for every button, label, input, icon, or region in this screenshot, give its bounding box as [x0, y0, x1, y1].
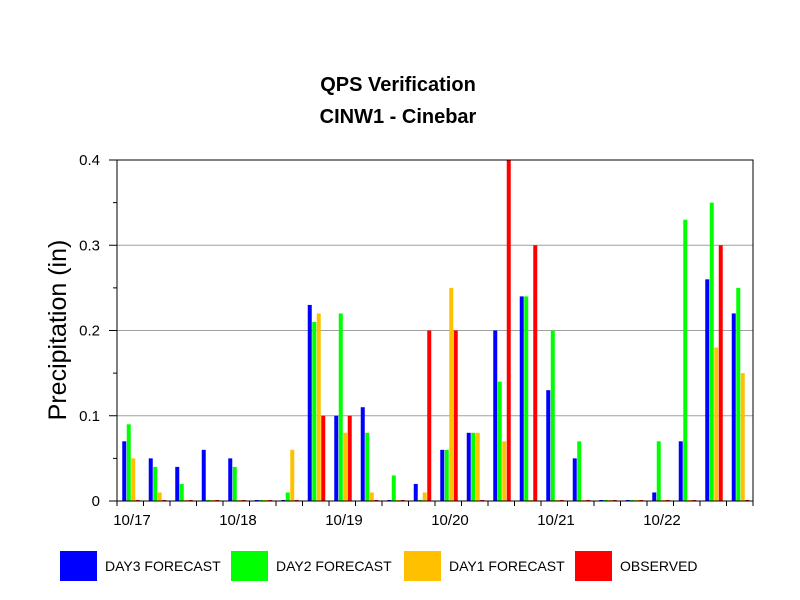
bar-day3-forecast [201, 449, 206, 501]
x-tick-label: 10/20 [431, 512, 469, 529]
bar-day3-forecast [546, 390, 551, 501]
bar-observed [347, 415, 352, 501]
legend-item: OBSERVED [575, 551, 698, 581]
bar-day2-forecast [736, 287, 741, 501]
bar-day2-forecast [577, 441, 582, 501]
legend-swatch [404, 551, 441, 581]
bar-day3-forecast [731, 313, 736, 501]
bar-day1-forecast [369, 492, 374, 501]
legend-swatch [575, 551, 612, 581]
bar-day3-forecast [493, 330, 498, 501]
bar-day1-forecast [316, 313, 321, 501]
bar-day2-forecast [365, 432, 370, 501]
bar-day1-forecast [131, 458, 136, 501]
bar-day3-forecast [413, 483, 418, 501]
bar-day3-forecast [572, 458, 577, 501]
bar-day1-forecast [714, 347, 719, 501]
bar-day2-forecast [683, 219, 688, 502]
legend: DAY3 FORECAST DAY2 FORECAST DAY1 FORECAST O… [60, 551, 698, 581]
legend-swatch [231, 551, 268, 581]
bar-day2-forecast [312, 321, 317, 501]
bar-day2-forecast [444, 449, 449, 501]
axes-layer: 0 0.1 0.2 0.3 0.4 10/17 10/18 10/19 10/20 10/21 10… [79, 152, 754, 529]
x-tick-label: 10/18 [219, 512, 257, 529]
bars-layer [122, 160, 750, 502]
legend-label: DAY3 FORECAST [105, 558, 221, 574]
bar-observed [321, 415, 326, 501]
bar-observed [427, 330, 432, 501]
bar-day3-forecast [705, 279, 710, 501]
bar-day3-forecast [148, 458, 153, 501]
legend-swatch [60, 551, 97, 581]
bar-day3-forecast [122, 441, 127, 501]
x-tick-label: 10/17 [113, 512, 151, 529]
legend-label: DAY1 FORECAST [449, 558, 565, 574]
y-tick-label: 0 [92, 493, 100, 510]
bar-day1-forecast [157, 492, 162, 501]
legend-item: DAY3 FORECAST [60, 551, 221, 581]
bar-day2-forecast [232, 466, 237, 501]
bar-day1-forecast [449, 287, 454, 501]
bar-day3-forecast [334, 415, 339, 501]
bar-day3-forecast [678, 441, 683, 501]
y-axis-label: Precipitation (in) [44, 240, 72, 421]
bar-day2-forecast [126, 424, 131, 501]
bar-day2-forecast [709, 202, 714, 501]
bar-day1-forecast [343, 432, 348, 501]
bar-observed [453, 330, 458, 501]
bar-day2-forecast [524, 296, 529, 501]
bar-day3-forecast [228, 458, 233, 501]
legend-item: DAY1 FORECAST [404, 551, 565, 581]
bar-day1-forecast [502, 441, 507, 501]
bar-day1-forecast [290, 449, 295, 501]
bar-day3-forecast [307, 304, 312, 501]
bar-day3-forecast [652, 492, 657, 501]
bar-day2-forecast [153, 466, 158, 501]
bar-observed [533, 245, 538, 501]
bar-day2-forecast [391, 475, 396, 501]
legend-label: OBSERVED [620, 558, 698, 574]
bar-day2-forecast [550, 330, 555, 501]
bar-day2-forecast [471, 432, 476, 501]
bar-day2-forecast [338, 313, 343, 501]
bar-day2-forecast [656, 441, 661, 501]
bar-day3-forecast [175, 466, 180, 501]
bar-observed [718, 245, 723, 501]
x-tick-label: 10/19 [325, 512, 363, 529]
x-tick-label: 10/22 [643, 512, 681, 529]
bar-day3-forecast [360, 407, 365, 501]
chart-title-line2: CINW1 - Cinebar [320, 106, 477, 128]
bar-day2-forecast [285, 492, 290, 501]
grid-layer [117, 244, 753, 417]
bar-day3-forecast [519, 296, 524, 501]
y-tick-label: 0.2 [79, 323, 100, 340]
y-tick-label: 0.4 [79, 152, 100, 169]
bar-day3-forecast [466, 432, 471, 501]
legend-label: DAY2 FORECAST [276, 558, 392, 574]
x-tick-label: 10/21 [537, 512, 575, 529]
y-tick-label: 0.3 [79, 237, 100, 254]
bar-day1-forecast [740, 373, 745, 501]
bar-day3-forecast [440, 449, 445, 501]
y-tick-label: 0.1 [79, 408, 100, 425]
bar-day2-forecast [179, 483, 184, 501]
chart-title-line1: QPS Verification [320, 74, 476, 96]
legend-item: DAY2 FORECAST [231, 551, 392, 581]
bar-day1-forecast [475, 432, 480, 501]
bar-observed [506, 160, 511, 501]
bar-day1-forecast [422, 492, 427, 501]
bar-day2-forecast [497, 381, 502, 501]
